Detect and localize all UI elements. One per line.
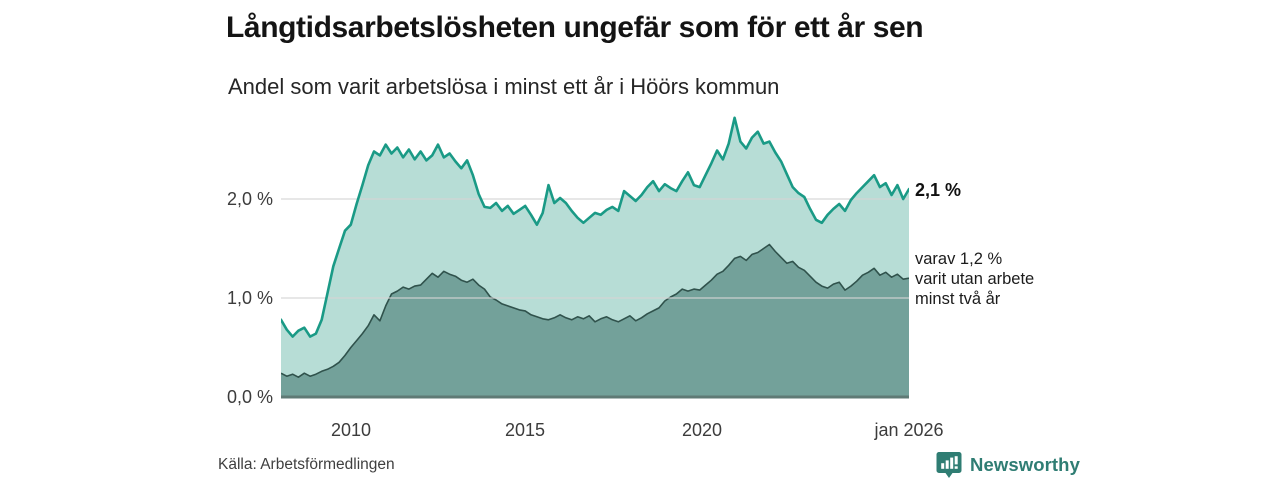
x-tick-2010: 2010 — [330, 420, 372, 440]
line-total — [281, 116, 909, 338]
y-tick-0: 0,0 % — [226, 387, 273, 407]
page-subtitle: Andel som varit arbetslösa i minst ett å… — [228, 74, 780, 99]
unemployment-area-chart — [281, 116, 909, 399]
newsworthy-brand: Newsworthy — [936, 451, 1080, 479]
x-tick-2020: 2020 — [681, 420, 723, 440]
page-title: Långtidsarbetslösheten ungefär som för e… — [226, 11, 924, 44]
brand-name: Newsworthy — [970, 454, 1080, 475]
area-two-years — [281, 244, 909, 397]
y-tick-2: 2,0 % — [226, 189, 273, 209]
two-year-annotation: varav 1,2 % varit utan arbete minst två … — [915, 249, 1034, 309]
x-tick-jan-2026: jan 2026 — [874, 420, 944, 440]
two-year-annotation-line-3: minst två år — [915, 290, 1001, 308]
latest-total-label: 2,1 % — [915, 180, 962, 200]
two-year-annotation-line-1: varav 1,2 % — [915, 250, 1003, 268]
y-tick-1: 1,0 % — [226, 288, 273, 308]
newsworthy-logo-icon — [936, 452, 962, 478]
two-year-annotation-line-2: varit utan arbete — [915, 270, 1035, 288]
source-label: Källa: Arbetsförmedlingen — [218, 456, 395, 473]
x-tick-2015: 2015 — [504, 420, 546, 440]
line-two-years — [281, 243, 909, 378]
